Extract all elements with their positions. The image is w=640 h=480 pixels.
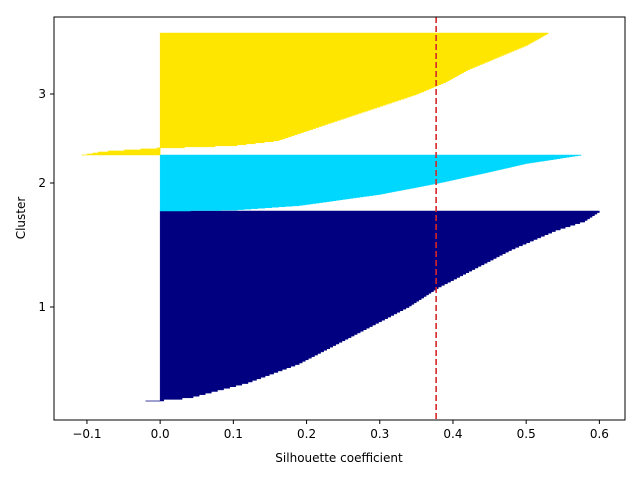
x-axis-label: Silhouette coefficient bbox=[275, 451, 403, 465]
x-tick-label: 0.2 bbox=[297, 427, 316, 441]
silhouette-cluster-1 bbox=[145, 210, 600, 402]
y-tick-label: 3 bbox=[38, 87, 46, 101]
x-tick-label: 0.3 bbox=[370, 427, 389, 441]
plot-area bbox=[81, 17, 600, 420]
x-tick-label: 0.1 bbox=[224, 427, 243, 441]
x-axis-ticks: −0.1 0.0 0.1 0.2 0.3 0.4 0.5 0.6 bbox=[72, 420, 609, 441]
y-tick-label: 1 bbox=[38, 300, 46, 314]
y-axis-label: Cluster bbox=[14, 197, 28, 240]
axes-frame bbox=[53, 16, 626, 421]
x-tick-label: 0.6 bbox=[590, 427, 609, 441]
x-tick-label: 0.0 bbox=[151, 427, 170, 441]
y-tick-label: 2 bbox=[38, 176, 46, 190]
x-tick-label: −0.1 bbox=[72, 427, 101, 441]
silhouette-cluster-2 bbox=[159, 154, 582, 212]
x-tick-label: 0.5 bbox=[517, 427, 536, 441]
x-tick-label: 0.4 bbox=[443, 427, 462, 441]
silhouette-cluster-3 bbox=[81, 32, 549, 156]
y-axis-ticks: 1 2 3 bbox=[38, 87, 54, 314]
